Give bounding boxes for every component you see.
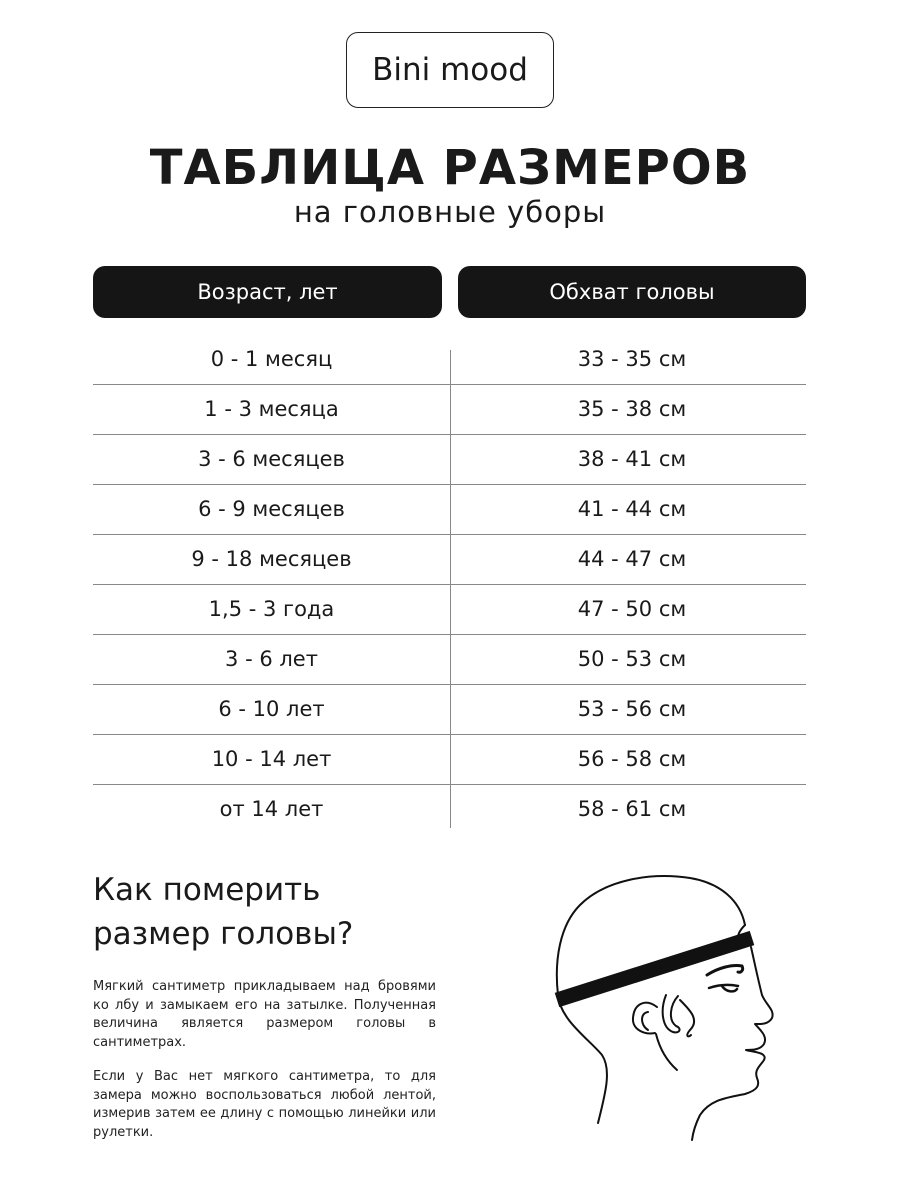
- age-cell: 6 - 9 месяцев: [198, 497, 345, 521]
- circumference-cell: 53 - 56 см: [577, 697, 687, 721]
- column-divider: [450, 350, 451, 828]
- table-row: от 14 лет 58 - 61 см: [93, 785, 806, 834]
- instruction-paragraph-1: Мягкий сантиметр прикладываем над бровям…: [93, 979, 436, 1050]
- age-cell: 1,5 - 3 года: [208, 597, 335, 621]
- age-cell: 0 - 1 месяц: [210, 347, 333, 371]
- size-table: 0 - 1 месяц 33 - 35 см 1 - 3 месяца 35 - 38…: [93, 335, 806, 834]
- page-subtitle: на головные уборы: [293, 195, 607, 229]
- table-row: 10 - 14 лет 56 - 58 см: [93, 735, 806, 785]
- circumference-cell: 47 - 50 см: [577, 597, 687, 621]
- howto-title: Как померить размер головы?: [93, 872, 354, 952]
- circumference-cell: 56 - 58 см: [577, 747, 687, 771]
- table-row: 1 - 3 месяца 35 - 38 см: [93, 385, 806, 435]
- circumference-cell: 35 - 38 см: [577, 397, 687, 421]
- circumference-cell: 44 - 47 см: [577, 547, 687, 571]
- header-head-circumference: Обхват головы: [458, 266, 806, 318]
- circumference-cell: 50 - 53 см: [577, 647, 687, 671]
- table-row: 6 - 10 лет 53 - 56 см: [93, 685, 806, 735]
- age-cell: 3 - 6 лет: [225, 647, 318, 671]
- circumference-cell: 38 - 41 см: [577, 447, 687, 471]
- table-row: 6 - 9 месяцев 41 - 44 см: [93, 485, 806, 535]
- age-cell: 1 - 3 месяца: [204, 397, 339, 421]
- circumference-cell: 41 - 44 см: [577, 497, 687, 521]
- age-cell: 9 - 18 месяцев: [191, 547, 352, 571]
- age-cell: от 14 лет: [219, 797, 324, 821]
- table-row: 3 - 6 месяцев 38 - 41 см: [93, 435, 806, 485]
- brand-logo: Bini mood: [346, 32, 554, 108]
- table-row: 0 - 1 месяц 33 - 35 см: [93, 335, 806, 385]
- header-age: Возраст, лет: [93, 266, 442, 318]
- table-row: 9 - 18 месяцев 44 - 47 см: [93, 535, 806, 585]
- table-row: 1,5 - 3 года 47 - 50 см: [93, 585, 806, 635]
- age-cell: 3 - 6 месяцев: [198, 447, 345, 471]
- age-cell: 10 - 14 лет: [211, 747, 332, 771]
- age-cell: 6 - 10 лет: [218, 697, 325, 721]
- instruction-paragraph-2: Если у Вас нет мягкого сантиметра, то дл…: [93, 1069, 436, 1140]
- table-row: 3 - 6 лет 50 - 53 см: [93, 635, 806, 685]
- circumference-cell: 58 - 61 см: [577, 797, 687, 821]
- page-title: ТАБЛИЦА РАЗМЕРОВ: [149, 140, 751, 196]
- circumference-cell: 33 - 35 см: [577, 347, 687, 371]
- head-measurement-icon: [554, 875, 774, 1141]
